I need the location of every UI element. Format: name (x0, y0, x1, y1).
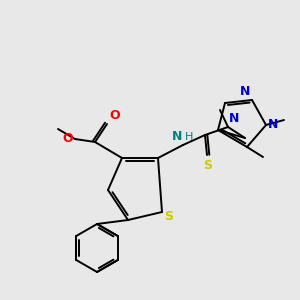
Text: O: O (62, 131, 73, 145)
Text: N: N (268, 118, 278, 130)
Text: H: H (185, 132, 194, 142)
Text: N: N (240, 85, 250, 98)
Text: N: N (172, 130, 182, 143)
Text: S: S (203, 159, 212, 172)
Text: N: N (229, 112, 239, 125)
Text: O: O (109, 109, 120, 122)
Text: S: S (164, 209, 173, 223)
